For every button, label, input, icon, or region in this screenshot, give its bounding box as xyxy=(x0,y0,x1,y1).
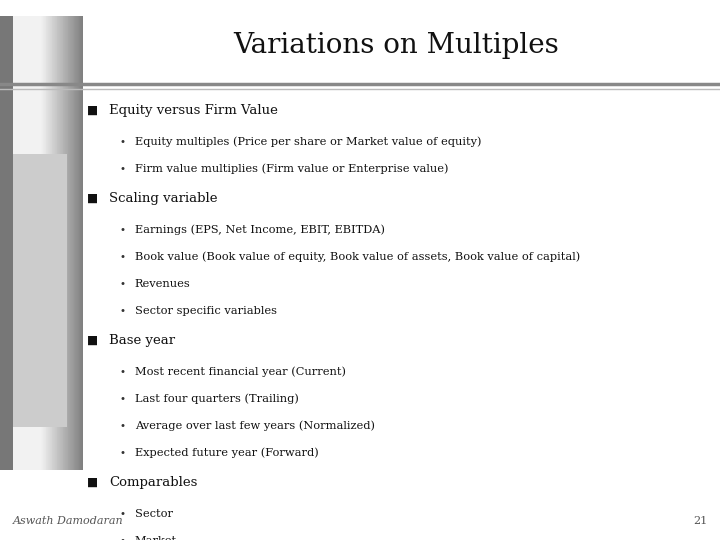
Text: Firm value multiplies (Firm value or Enterprise value): Firm value multiplies (Firm value or Ent… xyxy=(135,164,448,174)
Bar xyxy=(0,16,58,470)
Bar xyxy=(0,16,53,470)
Text: Sector: Sector xyxy=(135,509,173,519)
Text: Equity versus Firm Value: Equity versus Firm Value xyxy=(109,104,279,117)
Bar xyxy=(0,16,50,470)
Text: •: • xyxy=(120,367,125,377)
Bar xyxy=(0,16,81,470)
Bar xyxy=(0,16,68,470)
Bar xyxy=(0,16,83,470)
Bar xyxy=(0,16,45,470)
Bar xyxy=(0,16,82,470)
Bar xyxy=(0,16,73,470)
Bar xyxy=(0,16,79,470)
Bar xyxy=(0,16,55,470)
Text: Comparables: Comparables xyxy=(109,476,198,489)
Text: •: • xyxy=(120,164,125,174)
Bar xyxy=(0,16,80,470)
Bar xyxy=(0,16,54,470)
Bar xyxy=(0,16,64,470)
Bar xyxy=(0,16,67,470)
Bar xyxy=(0,16,75,470)
Bar xyxy=(0,16,74,470)
Text: Last four quarters (Trailing): Last four quarters (Trailing) xyxy=(135,394,299,404)
Text: •: • xyxy=(120,448,125,458)
Text: Revenues: Revenues xyxy=(135,279,190,289)
Bar xyxy=(0,16,78,470)
Bar xyxy=(0,16,50,470)
Bar xyxy=(0,16,47,470)
Text: Book value (Book value of equity, Book value of assets, Book value of capital): Book value (Book value of equity, Book v… xyxy=(135,252,580,262)
Bar xyxy=(0,16,78,470)
Bar xyxy=(0,16,59,470)
Text: Variations on Multiples: Variations on Multiples xyxy=(233,32,559,59)
Bar xyxy=(0,16,48,470)
Bar xyxy=(0,16,44,470)
Bar xyxy=(0,16,77,470)
Bar xyxy=(0,16,76,470)
Text: •: • xyxy=(120,421,125,431)
Text: Earnings (EPS, Net Income, EBIT, EBITDA): Earnings (EPS, Net Income, EBIT, EBITDA) xyxy=(135,225,384,235)
Text: •: • xyxy=(120,137,125,147)
Text: ■: ■ xyxy=(86,104,98,117)
Bar xyxy=(0,16,63,470)
Bar xyxy=(0,16,57,470)
Text: ■: ■ xyxy=(86,334,98,347)
Bar xyxy=(0,16,52,470)
Text: 21: 21 xyxy=(693,516,707,526)
Bar xyxy=(0,16,55,470)
Bar xyxy=(0,16,70,470)
Bar xyxy=(0,16,73,470)
Bar xyxy=(0,16,13,470)
Bar xyxy=(0,16,69,470)
Text: •: • xyxy=(120,536,125,540)
Text: •: • xyxy=(120,225,125,235)
Bar xyxy=(0,16,49,470)
Text: Average over last few years (Normalized): Average over last few years (Normalized) xyxy=(135,421,374,431)
Text: •: • xyxy=(120,279,125,289)
Bar xyxy=(0,16,71,470)
Bar xyxy=(0,16,58,470)
Bar xyxy=(0,16,62,470)
Bar xyxy=(13,154,67,427)
Text: ■: ■ xyxy=(86,192,98,205)
Bar xyxy=(0,16,45,470)
Bar xyxy=(0,16,72,470)
Bar xyxy=(0,16,65,470)
Text: •: • xyxy=(120,509,125,519)
Text: •: • xyxy=(120,306,125,316)
Text: Sector specific variables: Sector specific variables xyxy=(135,306,276,316)
Text: •: • xyxy=(120,394,125,404)
Bar xyxy=(0,16,48,470)
Text: Aswath Damodaran: Aswath Damodaran xyxy=(13,516,124,526)
Text: ■: ■ xyxy=(86,476,98,489)
Bar xyxy=(0,16,60,470)
Bar xyxy=(0,16,53,470)
Text: Scaling variable: Scaling variable xyxy=(109,192,218,205)
Text: Expected future year (Forward): Expected future year (Forward) xyxy=(135,448,318,458)
Bar xyxy=(0,16,63,470)
Text: •: • xyxy=(120,252,125,262)
Bar xyxy=(0,16,42,470)
Bar xyxy=(0,16,68,470)
Bar xyxy=(0,16,66,470)
Bar xyxy=(0,16,43,470)
Text: Market: Market xyxy=(135,536,177,540)
Bar xyxy=(0,16,60,470)
Bar xyxy=(0,16,42,470)
Text: Base year: Base year xyxy=(109,334,176,347)
Text: Equity multiples (Price per share or Market value of equity): Equity multiples (Price per share or Mar… xyxy=(135,137,481,147)
Text: Most recent financial year (Current): Most recent financial year (Current) xyxy=(135,367,346,377)
